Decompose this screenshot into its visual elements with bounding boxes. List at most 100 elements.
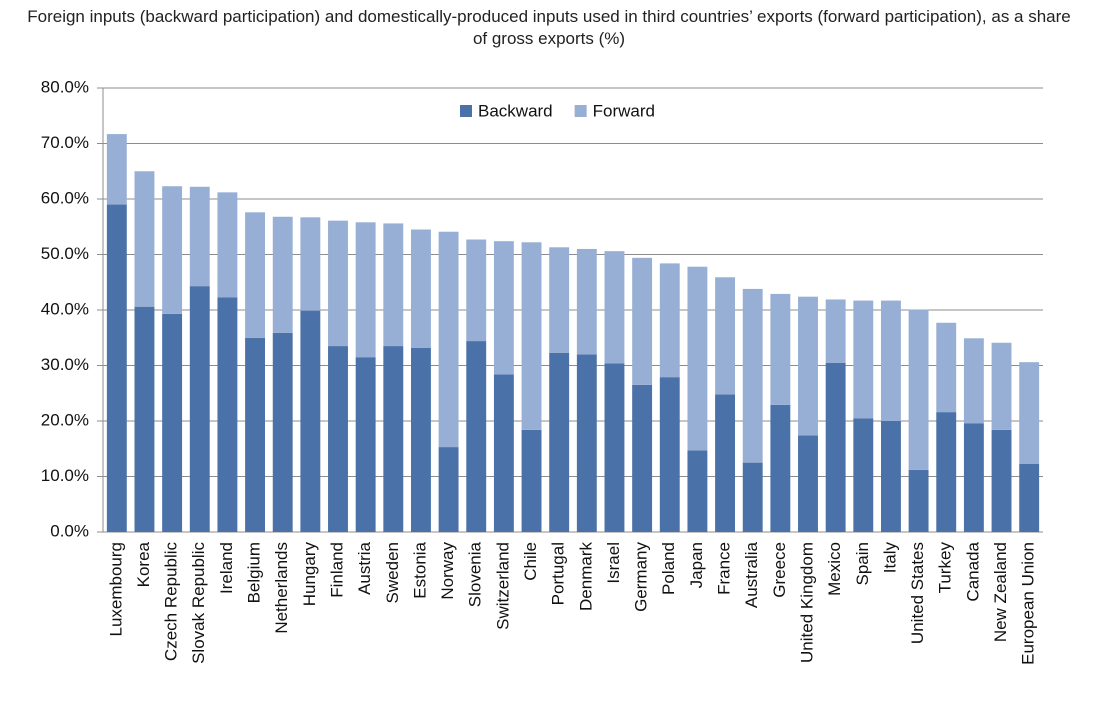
bar-segment <box>106 134 127 205</box>
bar-segment <box>438 231 459 448</box>
bar-segment <box>245 212 266 338</box>
bar-segment <box>853 300 874 419</box>
bar-segment <box>576 248 597 355</box>
x-tick-label: Netherlands <box>272 542 291 634</box>
x-tick-label: Ireland <box>217 542 236 594</box>
bar-segment <box>1019 362 1040 464</box>
x-tick-label: Australia <box>742 541 761 608</box>
x-tick-label: Canada <box>963 541 982 601</box>
bar-segment <box>106 204 127 533</box>
x-tick-label: Turkey <box>936 542 955 594</box>
x-tick-label: New Zealand <box>991 542 1010 642</box>
bar-segment <box>991 342 1012 430</box>
x-tick-label: Luxembourg <box>106 542 125 637</box>
bar-segment <box>880 421 901 532</box>
x-tick-label: Estonia <box>410 541 429 598</box>
x-tick-label: Israel <box>604 542 623 584</box>
bar-segment <box>715 394 736 532</box>
bar-segment <box>880 300 901 421</box>
x-tick-label: United Kingdom <box>797 542 816 663</box>
y-tick-label: 0.0% <box>50 521 89 540</box>
bar-segment <box>549 247 570 353</box>
bar-segment <box>438 447 459 532</box>
bar-segment <box>742 288 763 463</box>
bar-segment <box>659 377 680 532</box>
y-tick-label: 80.0% <box>41 77 89 96</box>
bar-segment <box>715 277 736 395</box>
x-tick-label: European Union <box>1019 542 1038 665</box>
bar-segment <box>521 242 542 430</box>
legend-label: Forward <box>593 101 655 120</box>
bar-segment <box>272 216 293 333</box>
x-tick-label: Norway <box>438 542 457 600</box>
bar-segment <box>604 251 625 364</box>
bar-segment <box>189 286 210 532</box>
bar-segment <box>798 435 818 532</box>
bar-segment <box>770 404 791 532</box>
x-tick-label: France <box>715 542 734 595</box>
x-tick-label: Sweden <box>383 542 402 603</box>
legend-swatch <box>460 105 472 117</box>
x-tick-label: Portugal <box>549 542 568 605</box>
x-tick-label: United States <box>908 542 927 644</box>
bar-segment <box>383 346 404 532</box>
bar-segment <box>632 384 653 532</box>
chart-title: Foreign inputs (backward participation) … <box>27 7 1071 48</box>
legend-label: Backward <box>478 101 553 120</box>
bar-segment <box>272 332 293 532</box>
y-tick-label: 70.0% <box>41 133 89 152</box>
y-tick-label: 50.0% <box>41 244 89 263</box>
bar-segment <box>383 223 404 347</box>
y-tick-label: 40.0% <box>41 299 89 318</box>
bar-segment <box>963 338 984 424</box>
bar-segment <box>217 297 238 532</box>
bar-segment <box>963 423 984 532</box>
bar-segment <box>908 309 929 470</box>
x-tick-label: Spain <box>853 542 872 585</box>
x-tick-label: Hungary <box>300 542 319 607</box>
bar-segment <box>991 429 1012 532</box>
y-tick-label: 20.0% <box>41 410 89 429</box>
bar-segment <box>521 429 542 532</box>
bar-segment <box>466 239 487 342</box>
x-tick-label: Greece <box>770 542 789 598</box>
legend-swatch <box>574 105 587 117</box>
bar-segment <box>604 363 625 532</box>
bar-segment <box>687 266 708 451</box>
y-tick-label: 10.0% <box>41 466 89 485</box>
x-tick-label: Czech Republic <box>162 542 181 662</box>
x-tick-label: Germany <box>632 542 651 612</box>
x-tick-label: Mexico <box>825 542 844 596</box>
bar-segment <box>770 293 791 405</box>
bar-segment <box>493 374 514 532</box>
bar-segment <box>328 346 348 532</box>
bar-segment <box>576 354 597 532</box>
bar-segment <box>134 171 155 307</box>
bar-segment <box>825 362 846 532</box>
bar-segment <box>908 469 929 532</box>
bar-segment <box>245 337 266 532</box>
bar-segment <box>549 352 570 532</box>
bar-segment <box>162 313 183 532</box>
bar-segment <box>355 222 376 358</box>
bar-segment <box>162 186 183 314</box>
x-tick-label: Slovenia <box>466 541 485 607</box>
bar-segment <box>936 412 957 532</box>
bar-segment <box>1019 463 1040 532</box>
bar-segment <box>493 241 514 375</box>
bar-segment <box>825 299 846 363</box>
x-tick-label: Slovak Republic <box>189 542 208 664</box>
bar-segment <box>134 306 155 532</box>
x-tick-label: Switzerland <box>493 542 512 630</box>
x-tick-label: Japan <box>687 542 706 588</box>
x-tick-label: Italy <box>880 542 899 574</box>
y-tick-label: 60.0% <box>41 188 89 207</box>
bar-segment <box>410 347 431 532</box>
bar-segment <box>632 257 653 385</box>
bar-segment <box>798 296 818 436</box>
bar-segment <box>659 263 680 378</box>
x-tick-label: Finland <box>327 542 346 598</box>
x-tick-label: Poland <box>659 542 678 595</box>
